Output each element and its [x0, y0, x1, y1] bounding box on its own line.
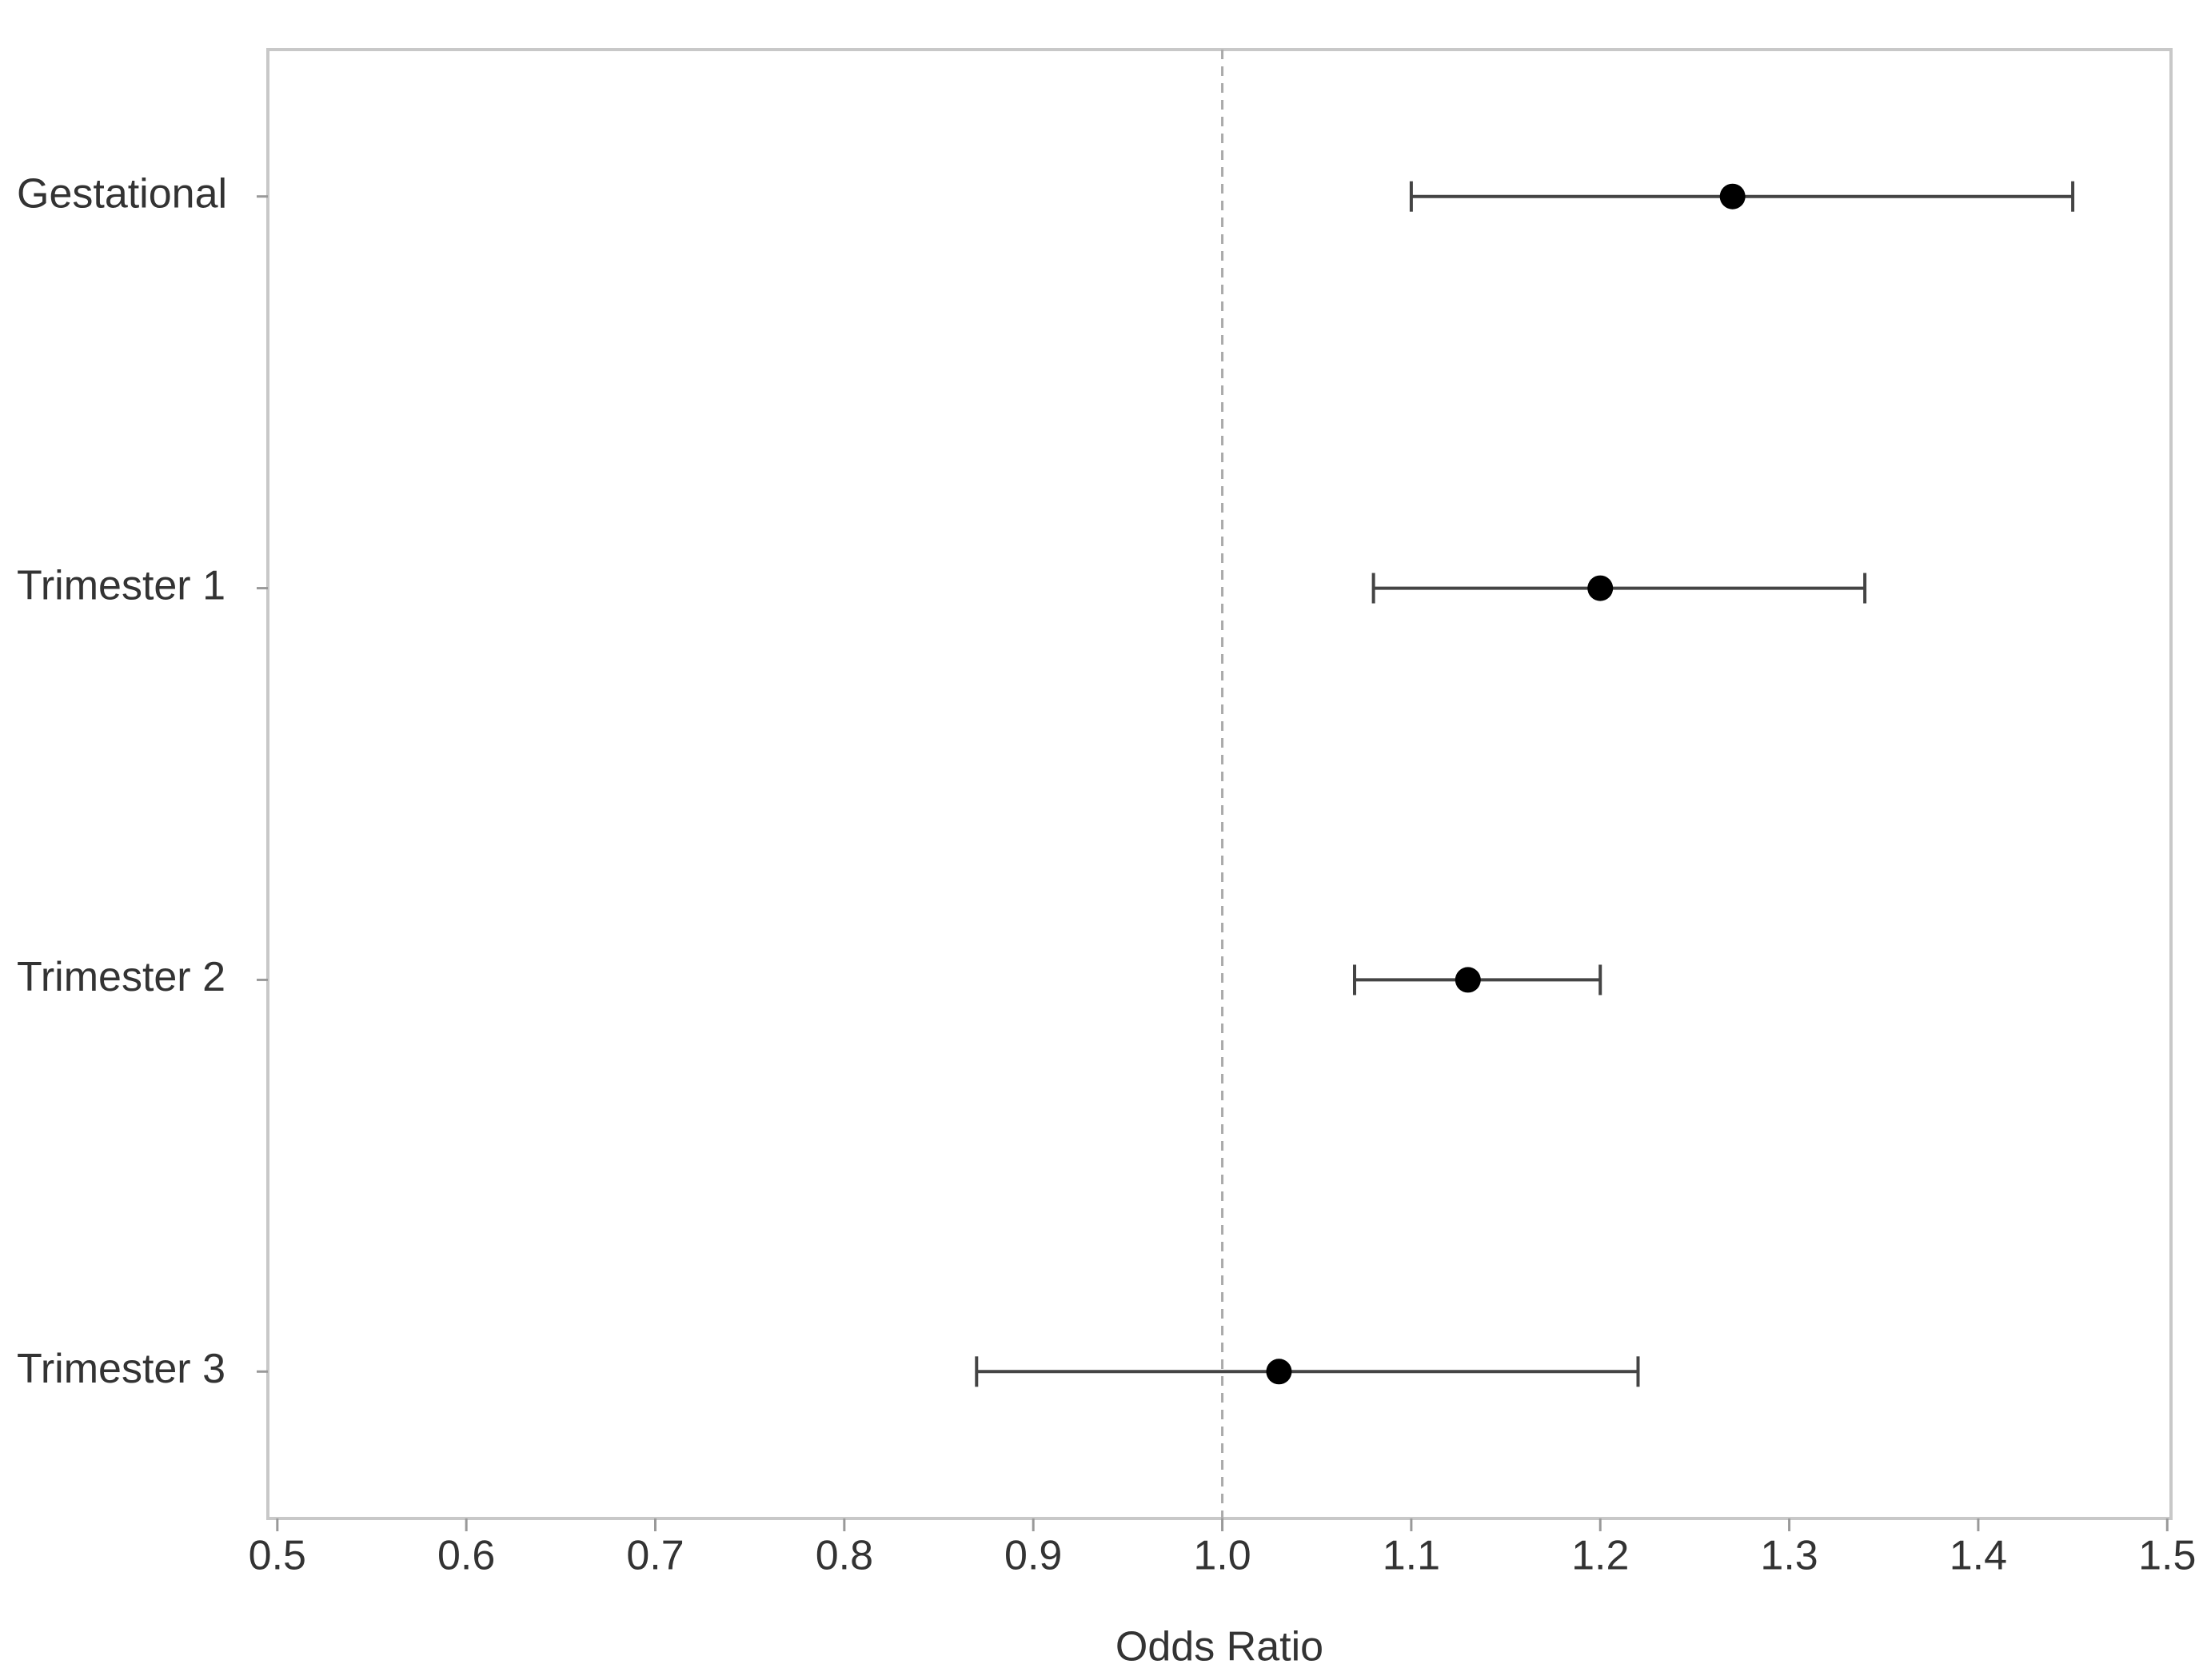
y-tick-label: Trimester 3 [17, 1346, 225, 1392]
point-estimate [1266, 1359, 1292, 1385]
x-tick-label: 1.4 [1950, 1533, 2007, 1579]
point-estimate [1719, 183, 1746, 210]
x-tick-label: 1.2 [1571, 1533, 1629, 1579]
x-tick-label: 0.5 [249, 1533, 306, 1579]
x-tick-label: 1.0 [1193, 1533, 1251, 1579]
x-tick-label: 0.9 [1004, 1533, 1062, 1579]
x-tick-label: 0.7 [626, 1533, 684, 1579]
x-tick-label: 0.8 [816, 1533, 873, 1579]
x-tick-label: 1.5 [2138, 1533, 2196, 1579]
y-tick-label: Trimester 2 [17, 954, 225, 1000]
plot-frame [266, 48, 2173, 1520]
x-axis-label: Odds Ratio [1115, 1624, 1323, 1670]
x-tick-label: 1.3 [1760, 1533, 1818, 1579]
point-estimate [1587, 575, 1614, 601]
x-tick-label: 0.6 [437, 1533, 495, 1579]
y-tick-label: Trimester 1 [17, 562, 225, 609]
y-tick-label: Gestational [17, 170, 227, 217]
point-estimate [1455, 967, 1481, 993]
x-tick-label: 1.1 [1383, 1533, 1440, 1579]
